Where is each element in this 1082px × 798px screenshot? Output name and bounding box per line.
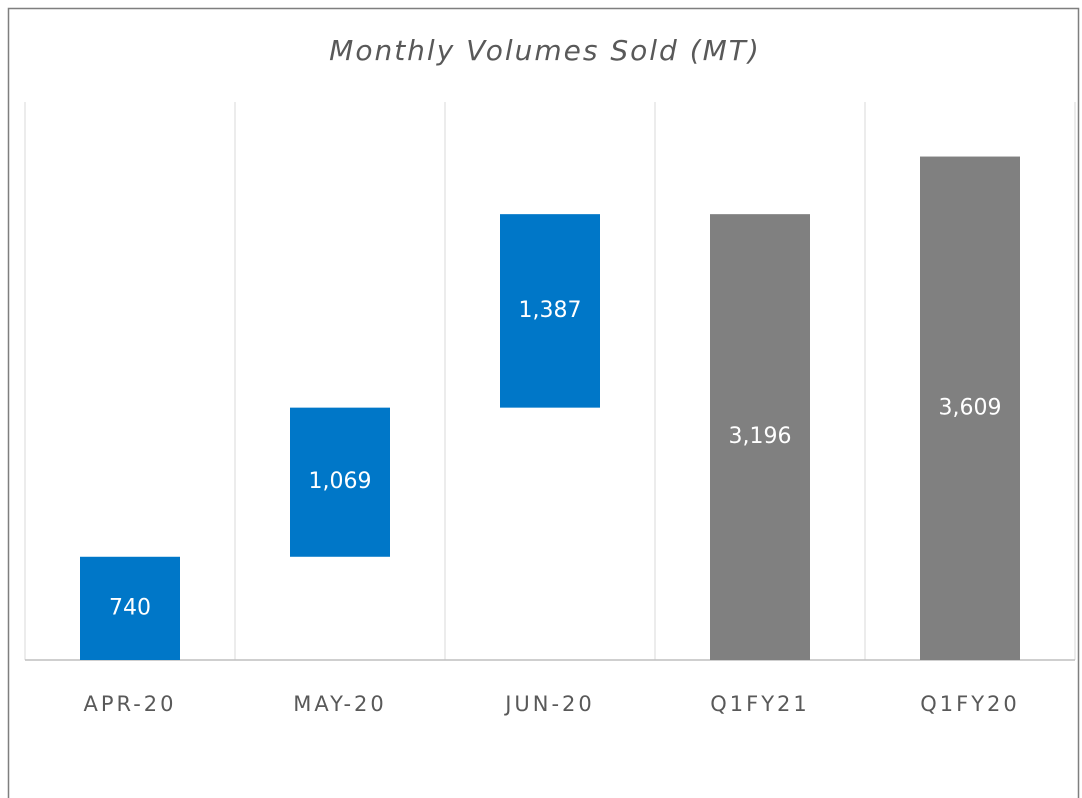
x-tick-label: MAY-20 (293, 692, 387, 716)
total-bar (710, 214, 810, 660)
x-tick-label: JUN-20 (503, 692, 595, 716)
value-label: 1,387 (519, 298, 582, 323)
total-bar (920, 156, 1020, 660)
chart-title: Monthly Volumes Sold (MT) (329, 34, 761, 67)
x-tick-label: Q1FY21 (710, 692, 810, 716)
value-label: 1,069 (309, 469, 372, 494)
x-tick-label: Q1FY20 (920, 692, 1020, 716)
bar (500, 214, 600, 408)
value-label: 3,196 (729, 424, 792, 449)
value-label: 740 (109, 595, 151, 620)
bar (290, 407, 390, 557)
x-tick-label: APR-20 (83, 692, 176, 716)
value-label: 3,609 (939, 395, 1002, 420)
bar (80, 556, 180, 660)
